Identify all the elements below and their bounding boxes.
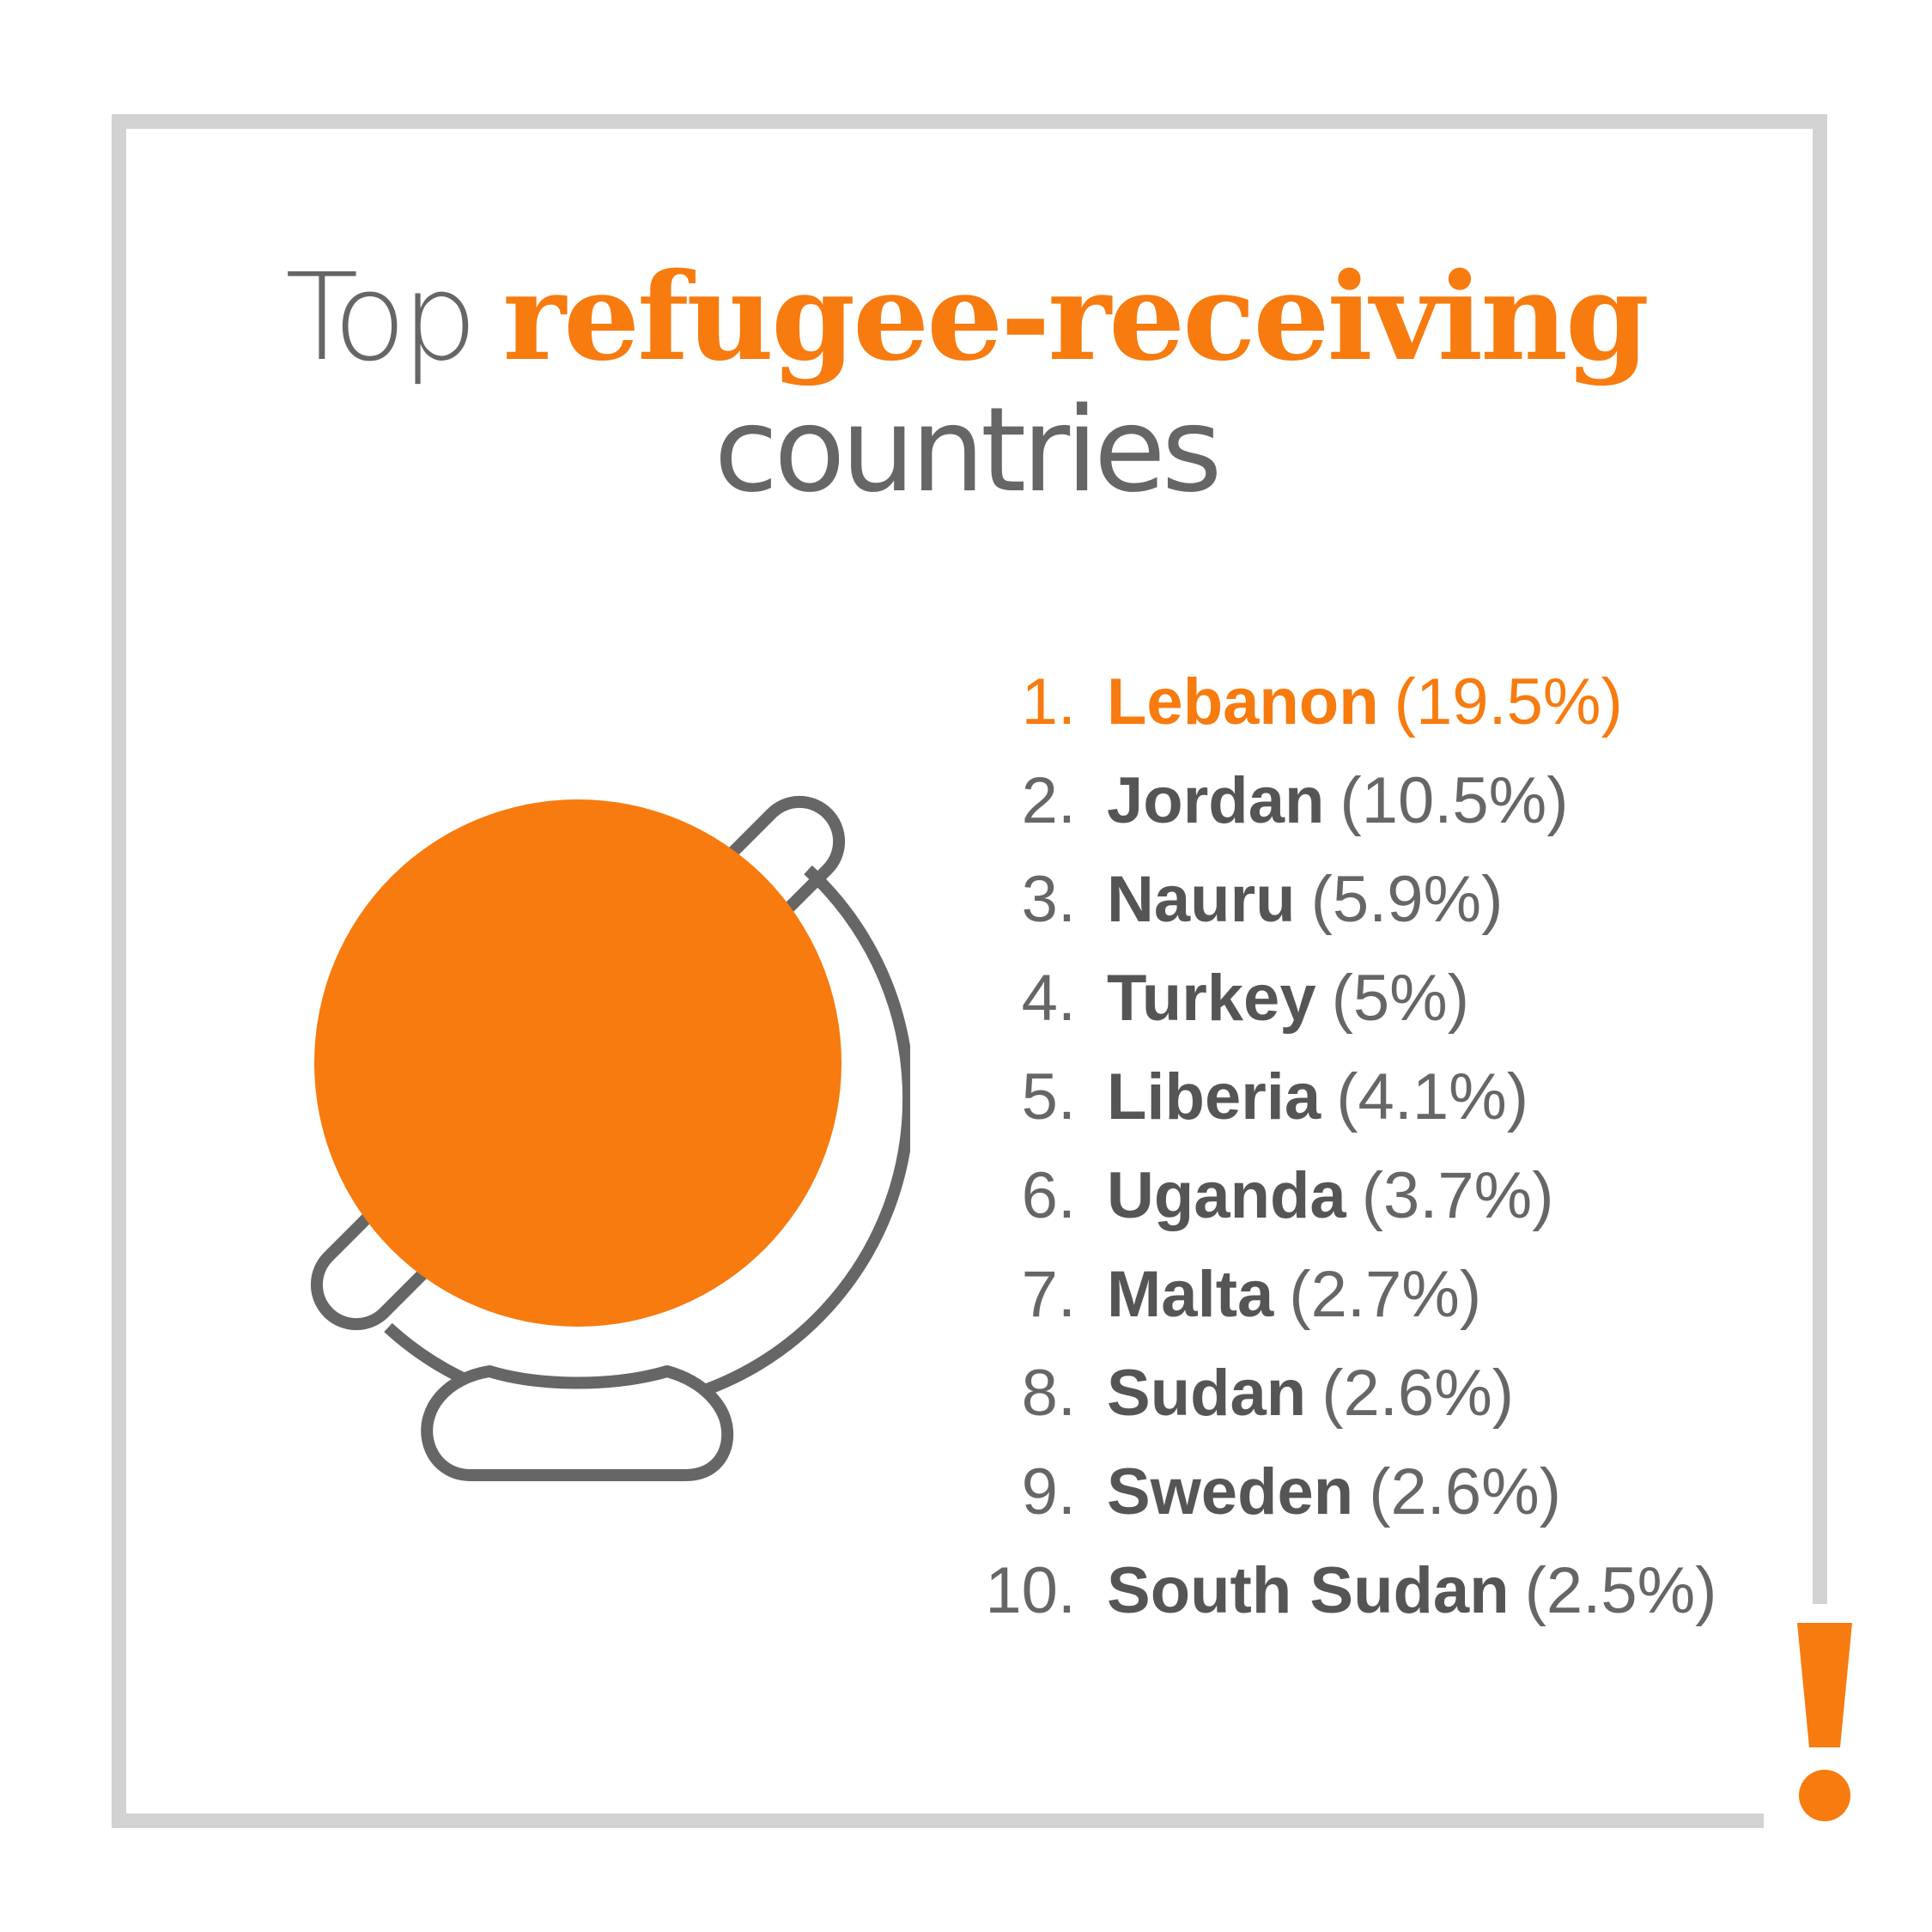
exclamation-dot [1799, 1770, 1850, 1821]
ranking-item: 9. Sweden (2.6%) [975, 1443, 1825, 1541]
rank-country: Jordan [1107, 764, 1325, 837]
ranking-item: 2. Jordan (10.5%) [975, 751, 1825, 850]
rank-number: 4. [1021, 962, 1076, 1035]
title-accent: refugee-receiving [502, 247, 1649, 388]
ranking-item: 1. Lebanon (19.5%) [975, 653, 1825, 751]
globe-stand [421, 1365, 734, 1481]
rank-share: (4.1%) [1336, 1060, 1529, 1133]
rank-country: Sudan [1107, 1357, 1307, 1430]
exclamation-icon [1797, 1623, 1852, 1821]
rank-number: 3. [1021, 863, 1076, 936]
ranking-item: 3. Nauru (5.9%) [975, 850, 1825, 949]
ranking-item: 6. Uganda (3.7%) [975, 1146, 1825, 1245]
rank-country: Turkey [1107, 962, 1316, 1035]
rank-number: 10. [985, 1554, 1076, 1627]
ranking-item: 5. Liberia (4.1%) [975, 1048, 1825, 1146]
ranking-item: 10. South Sudan (2.5%) [975, 1541, 1825, 1640]
rank-number: 7. [1021, 1258, 1076, 1331]
title-prefix: Top [285, 248, 477, 388]
rank-number: 2. [1021, 764, 1076, 837]
rank-number: 1. [1021, 665, 1076, 738]
rank-share: (5%) [1331, 962, 1470, 1035]
rank-share: (2.6%) [1321, 1357, 1515, 1430]
title-line-1: Top refugee-receiving [0, 247, 1932, 388]
rank-country: Lebanon [1107, 665, 1379, 738]
rank-share: (19.5%) [1394, 665, 1623, 738]
frame-left-border [112, 114, 126, 1828]
rank-share: (2.5%) [1524, 1554, 1717, 1627]
rank-number: 8. [1021, 1357, 1076, 1430]
frame-bottom-border [112, 1814, 1764, 1828]
frame-right-border [1813, 114, 1827, 1604]
rank-country: Malta [1107, 1258, 1274, 1331]
rank-country: South Sudan [1107, 1554, 1510, 1627]
rank-country: Sweden [1107, 1455, 1354, 1528]
rank-share: (5.9%) [1310, 863, 1504, 936]
frame-top-border [112, 114, 1827, 129]
rank-share: (10.5%) [1340, 764, 1569, 837]
ranking-item: 4. Turkey (5%) [975, 949, 1825, 1048]
rank-number: 5. [1021, 1060, 1076, 1133]
exclamation-bar [1797, 1623, 1852, 1747]
title-line-2: countries [714, 383, 1223, 519]
rank-number: 6. [1021, 1159, 1076, 1232]
rank-share: (2.6%) [1369, 1455, 1562, 1528]
rank-share: (3.7%) [1361, 1159, 1554, 1232]
ranking-list: 1. Lebanon (19.5%) 2. Jordan (10.5%) 3. Nauru… [975, 653, 1825, 1640]
ranking-item: 8. Sudan (2.6%) [975, 1344, 1825, 1443]
rank-share: (2.7%) [1289, 1258, 1482, 1331]
rank-country: Liberia [1107, 1060, 1321, 1133]
globe-icon [310, 795, 910, 1481]
ranking-item: 7. Malta (2.7%) [975, 1245, 1825, 1344]
rank-country: Nauru [1107, 863, 1296, 936]
globe-sphere [314, 799, 841, 1327]
rank-number: 9. [1021, 1455, 1076, 1528]
rank-country: Uganda [1107, 1159, 1346, 1232]
